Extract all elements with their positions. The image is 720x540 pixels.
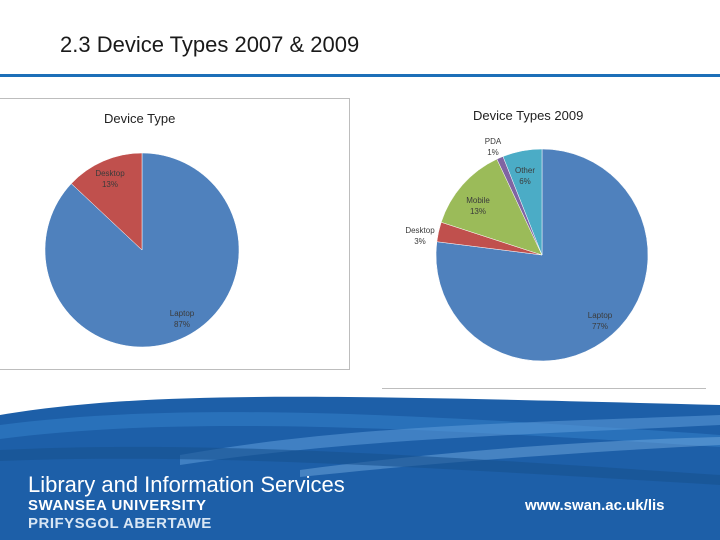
chart2-label-mobile: Mobile [466, 196, 490, 205]
chart1-value-desktop: 13% [102, 180, 118, 189]
pie-slice-other [502, 148, 543, 256]
chart-device-type: Device Type Laptop 87% Desktop 13% [44, 111, 240, 348]
chart2-label-laptop: Laptop [588, 311, 613, 320]
chart2-value-desktop: 3% [414, 237, 426, 246]
pie-slice-laptop [44, 152, 240, 348]
chart1-value-laptop: 87% [174, 320, 190, 329]
chart2-label-pda: PDA [485, 137, 502, 146]
chart1-title: Device Type [104, 111, 175, 126]
title-rule [0, 74, 720, 77]
chart1-label-desktop: Desktop [95, 169, 125, 178]
department-name: Library and Information Services [28, 472, 345, 497]
chart2-label-other: Other [515, 166, 535, 175]
chart-device-type-frame: Device Type Laptop 87% Desktop 13% [0, 98, 350, 370]
chart-device-types-2009: Device Types 2009 Laptop 77% Desktop 3% … [405, 108, 649, 362]
slide-title: 2.3 Device Types 2007 & 2009 [60, 32, 360, 57]
footer-band [0, 396, 720, 540]
chart2-value-mobile: 13% [470, 207, 486, 216]
chart2-title: Device Types 2009 [473, 108, 583, 123]
chart2-label-desktop: Desktop [405, 226, 435, 235]
chart1-label-laptop: Laptop [170, 309, 195, 318]
university-name-welsh: PRIFYSGOL ABERTAWE [28, 515, 212, 532]
chart2-value-pda: 1% [487, 148, 499, 157]
university-name-english: SWANSEA UNIVERSITY [28, 497, 207, 514]
chart2-value-laptop: 77% [592, 322, 608, 331]
website-url[interactable]: www.swan.ac.uk/lis [525, 497, 665, 514]
chart-device-types-2009-frame: Device Types 2009 Laptop 77% Desktop 3% … [382, 98, 706, 389]
pie-slice-mobile [440, 158, 543, 256]
pie-slice-desktop [70, 152, 143, 251]
chart2-value-other: 6% [519, 177, 531, 186]
